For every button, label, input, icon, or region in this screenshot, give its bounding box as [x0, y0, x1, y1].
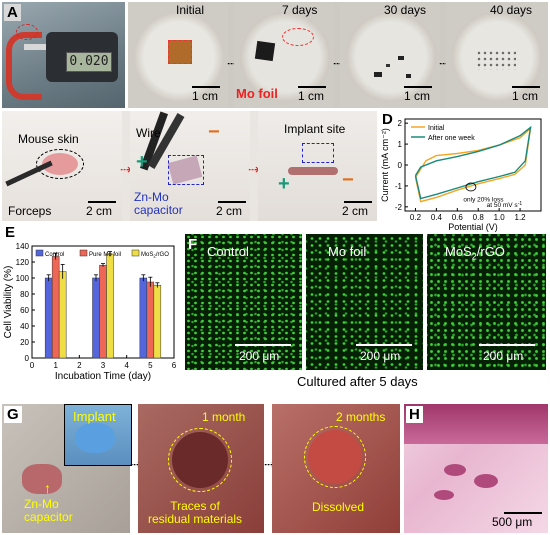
zn-mo-capacitor-label: Zn-Mo capacitor: [134, 190, 183, 217]
fluorescence-mos2-rgo: MoS2/rGO 200 μm: [427, 234, 546, 370]
x-tick-label: 0: [30, 361, 35, 370]
bar: [51, 256, 60, 359]
bar: [44, 277, 53, 359]
panel-c: C Mouse skin Forceps 2 cm ⇢ Wire − + Zn-…: [2, 111, 377, 221]
dissolved-label: Dissolved: [312, 500, 365, 514]
x-tick-label: 3: [101, 361, 106, 370]
forceps-label: Forceps: [8, 204, 52, 218]
panel-label-f: F: [188, 236, 198, 253]
y-tick-label: -2: [395, 203, 403, 212]
lcd-display: 0.020: [66, 52, 112, 72]
implant-site-label: Implant site: [284, 122, 346, 136]
y-tick-label: 1: [398, 140, 403, 149]
y-tick-label: 80: [20, 290, 29, 299]
y-tick-label: 100: [16, 274, 30, 283]
g-photo-1-month: 1 month Traces of residual materials: [138, 404, 264, 533]
x-axis-label: Incubation Time (day): [55, 371, 151, 382]
mouse-skin-photo: Mouse skin Forceps 2 cm: [2, 111, 122, 221]
y-axis-label: Current (mA cm⁻²): [380, 128, 390, 202]
x-tick-label: 1.2: [515, 213, 527, 222]
panel-d: 0.2 0.4 0.6 0.8 1.0 1.2 -2 -1 0 1 2 Potential (V) Cu…: [379, 111, 548, 232]
panel-b: B Initial 1 cm ⇢ 7 days Mo foil 1 cm ⇢ 3…: [128, 2, 548, 108]
y-tick-label: 0: [25, 354, 30, 363]
panel-label-h: H: [406, 406, 423, 423]
series-line: [414, 125, 532, 200]
legend-label: After one week: [428, 135, 475, 142]
loss-marker: [465, 182, 477, 192]
bar: [139, 277, 148, 359]
bar: [153, 284, 162, 359]
y-tick-label: 60: [20, 306, 29, 315]
legend-label: MoS2/rGO: [141, 252, 169, 259]
g-capacitor-label: Zn-Mo capacitor: [24, 497, 73, 524]
arrow-b1: ⇢: [227, 55, 239, 71]
panel-h: H 500 μm: [404, 404, 548, 533]
x-tick-label: 5: [148, 361, 153, 370]
highlight-ellipse: [16, 24, 38, 40]
x-tick-label: 0.8: [473, 213, 485, 222]
mo-foil-square: [168, 40, 192, 64]
annotation: only 20% loss: [463, 197, 504, 204]
legend-swatch: [131, 249, 140, 257]
panel-e: 0 1 2 3 4 5 6 0 20 40 60 80 100 120 140 Incubation Time…: [2, 224, 180, 386]
micrometer-frame: [6, 32, 42, 100]
g-photo-1: Implant ↑ Zn-Mo capacitor G: [2, 404, 132, 533]
micrometer-anvil: [24, 44, 50, 50]
panel-a: 0.020 A: [2, 2, 125, 108]
rate-label: at 50 mV s-1: [487, 201, 523, 209]
x-tick-label: 2: [77, 361, 82, 370]
y-tick-label: 0: [398, 161, 403, 170]
y-tick-label: -1: [395, 182, 403, 191]
y-tick-label: 40: [20, 322, 29, 331]
dish-40-days: 40 days 1 cm: [446, 2, 548, 108]
dish-initial: Initial 1 cm: [128, 2, 228, 108]
panel-label-e: E: [5, 224, 16, 241]
capacitor-photo: Wire − + Zn-Mo capacitor 2 cm: [130, 111, 250, 221]
legend-swatch: [79, 249, 88, 257]
panel-g: Implant ↑ Zn-Mo capacitor G ⇢ 1 month Tra…: [2, 404, 400, 533]
bar: [146, 281, 155, 359]
panel-f: Control 200 μm Mo foil 200 μm MoS2/rGO 2…: [183, 234, 548, 392]
panel-label-g: G: [4, 406, 22, 423]
x-tick-label: 0.2: [410, 213, 422, 222]
y-tick-label: 2: [398, 119, 403, 128]
legend-label: Initial: [428, 125, 445, 132]
x-tick-label: 4: [124, 361, 129, 370]
legend-swatch: [35, 249, 44, 257]
mouse-skin-label: Mouse skin: [18, 132, 79, 146]
y-tick-label: 140: [16, 242, 30, 251]
culture-caption: Cultured after 5 days: [297, 374, 418, 389]
legend-label: Control: [45, 252, 64, 258]
y-tick-label: 20: [20, 338, 29, 347]
fluorescence-mo-foil: Mo foil 200 μm: [306, 234, 423, 370]
y-tick-label: 120: [16, 258, 30, 267]
bar: [106, 253, 114, 359]
g-photo-2-months: 2 months Dissolved: [272, 404, 400, 533]
bar: [58, 271, 67, 359]
wire-label: Wire: [136, 126, 161, 140]
bar: [99, 264, 107, 359]
x-tick-label: 0.4: [431, 213, 443, 222]
x-tick-label: 1: [53, 361, 58, 370]
y-axis-label: Cell Viability (%): [3, 266, 14, 339]
dish-30-days: 30 days 1 cm: [340, 2, 440, 108]
panel-label-d: D: [382, 111, 393, 128]
mo-foil-label: Mo foil: [236, 86, 278, 101]
traces-label: Traces of residual materials: [148, 499, 243, 526]
x-tick-label: 1.0: [494, 213, 506, 222]
fluorescence-control: Control 200 μm: [185, 234, 302, 370]
x-axis-label: Potential (V): [448, 222, 498, 232]
x-tick-label: 6: [172, 361, 177, 370]
implant-inset: Implant: [64, 404, 132, 466]
x-tick-label: 0.6: [452, 213, 464, 222]
cv-chart: 0.2 0.4 0.6 0.8 1.0 1.2 -2 -1 0 1 2 Potential (V) Cu…: [380, 118, 542, 232]
bar: [92, 277, 100, 359]
implant-site-photo: Implant site + − 2 cm: [258, 111, 377, 221]
panel-label-a: A: [4, 4, 21, 21]
legend-label: Pure Mo foil: [89, 252, 121, 258]
dish-7-days: 7 days Mo foil 1 cm: [234, 2, 334, 108]
